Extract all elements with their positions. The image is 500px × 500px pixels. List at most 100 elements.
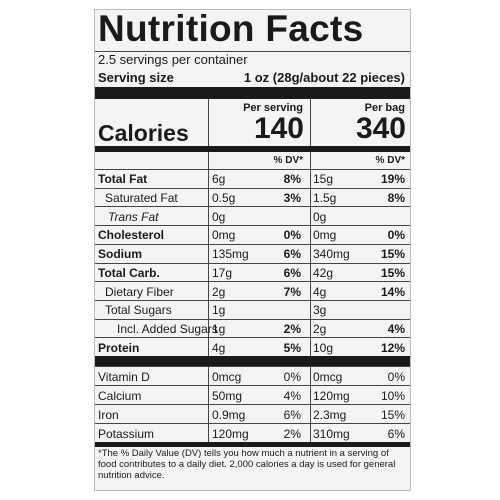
calories-value: 340	[355, 112, 406, 145]
amount: 17g	[212, 265, 233, 280]
calories-label: Calories	[98, 120, 189, 146]
amount: 4g	[212, 340, 226, 355]
row-rule	[95, 423, 410, 424]
row-rule	[95, 206, 410, 208]
amount: 120mg	[212, 426, 249, 441]
daily-value: 15%	[380, 265, 405, 280]
row-rule	[95, 225, 410, 227]
nutrient-name: Saturated Fat	[105, 191, 178, 206]
row-rule	[95, 385, 410, 386]
row-rule	[95, 243, 410, 245]
footnote: *The % Daily Value (DV) tells you how mu…	[98, 448, 396, 481]
daily-value: 4%	[387, 321, 405, 336]
daily-value: 4%	[283, 388, 301, 403]
amount: 15g	[313, 172, 334, 187]
nutrient-name: Total Sugars	[105, 303, 172, 318]
thick-rule	[95, 87, 410, 99]
amount: 4g	[313, 284, 327, 299]
daily-value: 0%	[283, 228, 301, 243]
nutrient-name: Calcium	[98, 388, 142, 403]
daily-value: 6%	[283, 247, 301, 262]
daily-value: 0%	[283, 369, 301, 384]
dv-header: % DV*	[273, 155, 303, 166]
row-rule	[95, 169, 410, 170]
serving-size-value: 1 oz (28g/about 22 pieces)	[243, 70, 405, 85]
daily-value: 8%	[283, 172, 301, 187]
daily-value: 14%	[380, 284, 405, 299]
row-rule	[95, 366, 410, 367]
nutrient-name: Protein	[98, 340, 140, 355]
daily-value: 0%	[387, 228, 405, 243]
rule	[95, 51, 410, 52]
nutrient-name: Dietary Fiber	[105, 284, 174, 299]
nutrient-name: Iron	[98, 407, 119, 422]
amount: 10g	[313, 340, 334, 355]
daily-value: 19%	[380, 172, 405, 187]
daily-value: 0%	[387, 369, 405, 384]
daily-value: 15%	[380, 247, 405, 262]
amount: 0.9mg	[212, 407, 246, 422]
row-rule	[95, 299, 410, 301]
daily-value: 3%	[283, 191, 301, 206]
daily-value: 8%	[387, 191, 405, 206]
daily-value: 10%	[380, 388, 405, 403]
daily-value: 6%	[283, 265, 301, 280]
amount: 3g	[313, 303, 327, 318]
column-divider	[208, 99, 209, 445]
column-header: Per serving	[243, 102, 303, 114]
nutrient-name: Sodium	[98, 247, 142, 262]
amount: 0mcg	[313, 369, 343, 384]
amount: 340mg	[313, 247, 350, 262]
amount: 1.5g	[313, 191, 337, 206]
servings: 2.5 servings per container	[98, 52, 248, 67]
daily-value: 12%	[380, 340, 405, 355]
nutrient-name: Cholesterol	[98, 228, 165, 243]
amount: 0g	[313, 209, 327, 224]
column-header: Per bag	[364, 102, 405, 114]
amount: 0.5g	[212, 191, 236, 206]
amount: 50mg	[212, 388, 243, 403]
amount: 0mg	[212, 228, 236, 243]
nutrient-name: Total Fat	[98, 172, 148, 187]
row-rule	[95, 318, 410, 320]
nutrition-label: Nutrition Facts 2.5 servings per contain…	[94, 8, 411, 491]
nutrient-name: Incl. Added Sugars	[117, 321, 218, 336]
row-rule	[95, 187, 410, 189]
row-rule	[95, 262, 410, 264]
amount: 6g	[212, 172, 226, 187]
nutrient-name: Trans Fat	[108, 209, 159, 224]
amount: 0mg	[313, 228, 337, 243]
amount: 120mg	[313, 388, 350, 403]
row-rule	[95, 281, 410, 283]
daily-value: 7%	[283, 284, 301, 299]
thick-rule	[95, 356, 410, 366]
amount: 1g	[212, 321, 226, 336]
nutrient-name: Total Carb.	[98, 265, 160, 280]
amount: 135mg	[212, 247, 249, 262]
nutrient-name: Vitamin D	[98, 369, 150, 384]
row-rule	[95, 404, 410, 405]
row-rule	[95, 337, 410, 339]
serving-size-label: Serving size	[98, 70, 174, 85]
medium-rule	[95, 146, 410, 152]
daily-value: 2%	[283, 426, 301, 441]
amount: 0g	[212, 209, 226, 224]
amount: 310mg	[313, 426, 350, 441]
daily-value: 6%	[387, 426, 405, 441]
amount: 1g	[212, 303, 226, 318]
daily-value: 15%	[380, 407, 405, 422]
calories-value: 140	[253, 112, 304, 145]
nutrient-name: Potassium	[98, 426, 155, 441]
daily-value: 6%	[283, 407, 301, 422]
dv-header: % DV*	[375, 155, 405, 166]
column-divider	[310, 99, 311, 445]
amount: 2g	[313, 321, 327, 336]
amount: 0mcg	[212, 369, 242, 384]
medium-rule	[95, 442, 410, 447]
daily-value: 5%	[283, 340, 301, 355]
title: Nutrition Facts	[98, 8, 364, 49]
amount: 2g	[212, 284, 226, 299]
daily-value: 2%	[283, 321, 301, 336]
amount: 2.3mg	[313, 407, 347, 422]
